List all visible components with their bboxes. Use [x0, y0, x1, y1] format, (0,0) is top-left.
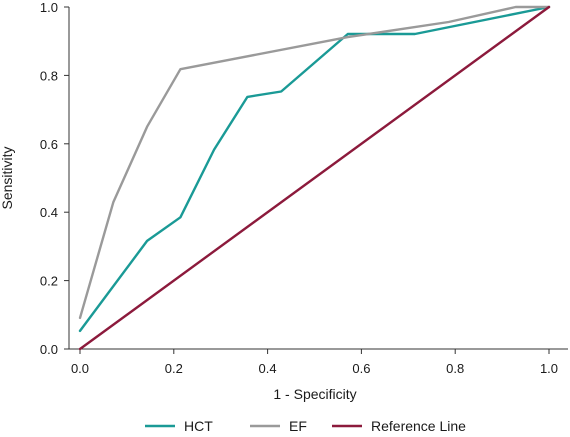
ticks: 0.0 0.2 0.4 0.6 0.8 1.0 0.0 0.2 0.4 0.6 0.8 1.0 — [40, 0, 558, 376]
x-tick-label: 0.0 — [71, 361, 89, 376]
y-tick-label: 0.6 — [40, 137, 58, 152]
y-tick-label: 1.0 — [40, 0, 58, 15]
x-tick-label: 1.0 — [540, 361, 558, 376]
legend-label-reference-line: Reference Line — [371, 418, 466, 432]
legend-label-ef: EF — [289, 418, 307, 432]
series-line-reference-line — [78, 5, 551, 351]
x-tick-label: 0.8 — [446, 361, 464, 376]
y-tick-label: 0.8 — [40, 68, 58, 83]
x-tick-label: 0.6 — [352, 361, 370, 376]
y-tick-label: 0.4 — [40, 205, 58, 220]
axes — [68, 7, 568, 350]
legend-label-hct: HCT — [184, 418, 213, 432]
series — [78, 5, 551, 351]
y-axis-title: Sensitivity — [0, 146, 15, 209]
series-line-ef — [78, 5, 551, 320]
x-tick-label: 0.2 — [165, 361, 183, 376]
y-tick-label: 0.0 — [40, 342, 58, 357]
legend: HCT EF Reference Line — [145, 418, 466, 434]
series-line-hct — [78, 5, 551, 333]
y-tick-label: 0.2 — [40, 274, 58, 289]
x-tick-label: 0.4 — [259, 361, 277, 376]
x-axis-title: 1 - Specificity — [273, 386, 356, 402]
